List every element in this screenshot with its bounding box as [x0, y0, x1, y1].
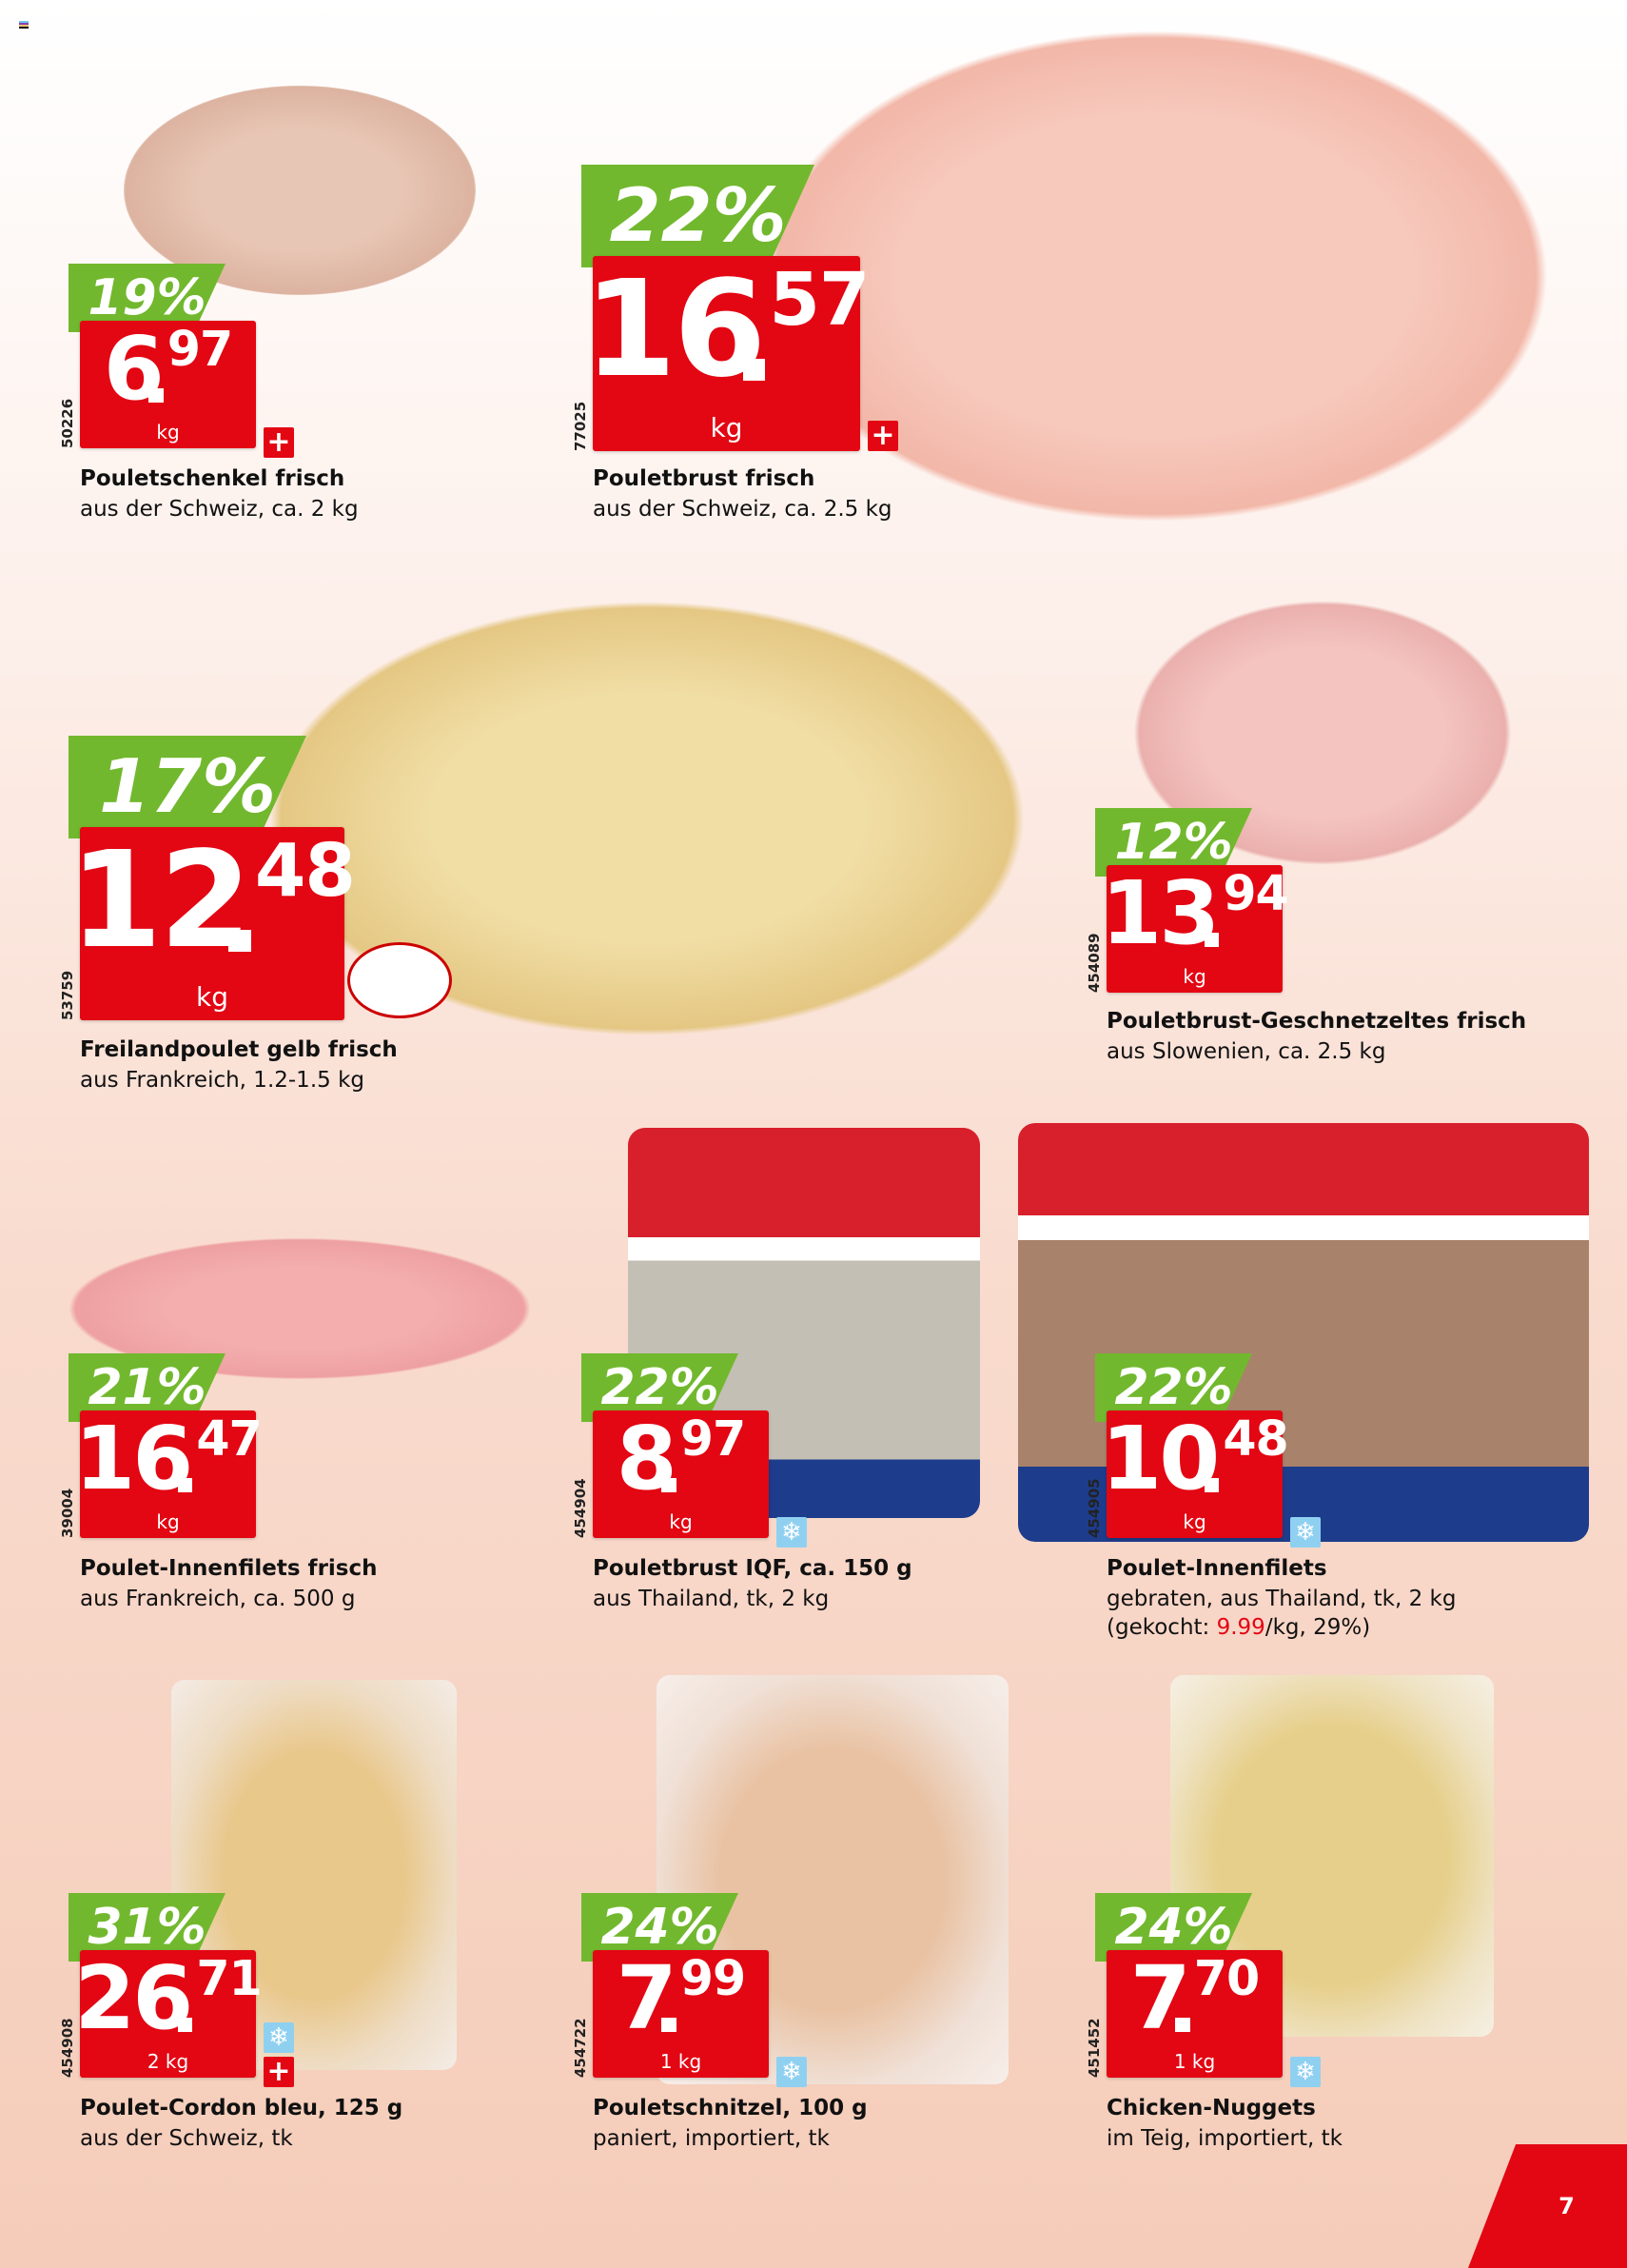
price-integer: 7 [1129, 1947, 1191, 2050]
price-box: 6 97 kg [80, 321, 256, 448]
price-box: 8 97 kg [593, 1410, 769, 1538]
product-description: im Teig, importiert, tk [1107, 2126, 1343, 2151]
snowflake-icon: ❄ [1290, 1517, 1321, 1548]
snowflake-icon: ❄ [776, 1517, 807, 1548]
price-unit: kg [156, 1509, 180, 1533]
product-description: aus der Schweiz, tk [80, 2126, 293, 2151]
swiss-cross-icon: + [264, 2057, 294, 2087]
article-number: 454089 [1086, 933, 1103, 993]
price-integer: 12 [69, 823, 252, 979]
cooked-suffix: /kg, 29%) [1264, 1615, 1371, 1640]
product-title: Pouletbrust IQF, ca. 150 g [593, 1556, 912, 1581]
price-cents: 47 [196, 1410, 262, 1468]
price-unit: kg [1183, 1509, 1206, 1533]
swiss-cross-icon: + [264, 427, 294, 458]
article-number: 451452 [1086, 2018, 1103, 2078]
price-integer: 10 [1101, 1408, 1220, 1510]
snowflake-icon: ❄ [776, 2057, 807, 2087]
product-description: aus Frankreich, 1.2-1.5 kg [80, 1068, 364, 1093]
product-description: paniert, importiert, tk [593, 2126, 830, 2151]
product-title: Pouletschenkel frisch [80, 466, 345, 491]
price-unit: 2 kg [147, 2049, 189, 2073]
price-box: 26 71 2 kg [74, 1950, 263, 2078]
cooked-prefix: (gekocht: [1107, 1615, 1217, 1640]
price-cents: 57 [769, 258, 870, 344]
page-number: 7 [1468, 2144, 1627, 2268]
product-title: Poulet-Cordon bleu, 125 g [80, 2096, 403, 2120]
article-number: 77025 [572, 401, 589, 451]
article-number: 454905 [1086, 1478, 1103, 1538]
product-title: Poulet-Innenfilets frisch [80, 1556, 378, 1581]
cooked-price: 9.99 [1216, 1615, 1265, 1640]
price-cents: 48 [1223, 1410, 1288, 1468]
product-description: aus der Schweiz, ca. 2.5 kg [593, 497, 892, 522]
product-image-chicken-legs [124, 86, 476, 295]
product-description: aus Slowenien, ca. 2.5 kg [1107, 1039, 1386, 1064]
discount-badge: 21% [69, 1353, 225, 1422]
article-number: 50226 [59, 398, 76, 448]
product-description: gebraten, aus Thailand, tk, 2 kg [1107, 1587, 1457, 1611]
price-unit: 1 kg [1173, 2049, 1216, 2073]
price-cents: 97 [167, 321, 233, 378]
price-cents: 70 [1193, 1950, 1260, 2007]
price-cents: 71 [196, 1950, 262, 2007]
article-number: 454722 [572, 2018, 589, 2078]
article-number: 39004 [59, 1488, 76, 1538]
price-box: 7 70 1 kg [1107, 1950, 1283, 2078]
product-title: Pouletschnitzel, 100 g [593, 2096, 868, 2120]
article-number: 53759 [59, 970, 76, 1020]
price-unit: kg [669, 1509, 693, 1533]
price-box: 16 57 kg [584, 256, 871, 451]
product-title: Poulet-Innenfilets [1107, 1556, 1327, 1581]
snowflake-icon: ❄ [264, 2022, 294, 2053]
price-unit: kg [1183, 964, 1206, 988]
price-cents: 99 [679, 1950, 746, 2007]
price-integer: 16 [74, 1408, 193, 1510]
cooked-price-note: (gekocht: 9.99/kg, 29%) [1107, 1613, 1370, 1642]
swiss-cross-icon: + [868, 421, 898, 451]
price-integer: 13 [1101, 862, 1220, 965]
price-integer: 6 [103, 318, 165, 421]
price-unit: kg [710, 411, 743, 444]
price-box: 10 48 kg [1101, 1410, 1289, 1538]
price-integer: 16 [583, 252, 767, 408]
product-description: aus der Schweiz, ca. 2 kg [80, 497, 359, 522]
price-cents: 97 [679, 1410, 746, 1468]
flag-icon [19, 21, 29, 29]
product-description: aus Frankreich, ca. 500 g [80, 1587, 356, 1611]
price-unit: kg [156, 420, 180, 444]
price-box: 16 47 kg [74, 1410, 263, 1538]
price-cents: 94 [1223, 865, 1288, 922]
price-box: 12 48 kg [69, 827, 356, 1020]
price-unit: kg [196, 980, 228, 1013]
price-cents: 48 [254, 829, 356, 915]
price-integer: 26 [74, 1947, 193, 2050]
price-box: 7 99 1 kg [593, 1950, 769, 2078]
product-description: aus Thailand, tk, 2 kg [593, 1587, 830, 1611]
product-title: Freilandpoulet gelb frisch [80, 1037, 398, 1062]
product-title: Pouletbrust frisch [593, 466, 815, 491]
article-number: 454908 [59, 2018, 76, 2078]
snowflake-icon: ❄ [1290, 2057, 1321, 2087]
label-rouge-logo [347, 942, 452, 1018]
product-title: Pouletbrust-Geschnetzeltes frisch [1107, 1009, 1527, 1034]
price-integer: 7 [616, 1947, 677, 2050]
product-title: Chicken-Nuggets [1107, 2096, 1316, 2120]
price-unit: 1 kg [659, 2049, 702, 2073]
article-number: 454904 [572, 1478, 589, 1538]
price-box: 13 94 kg [1101, 865, 1289, 993]
price-integer: 8 [616, 1408, 677, 1510]
